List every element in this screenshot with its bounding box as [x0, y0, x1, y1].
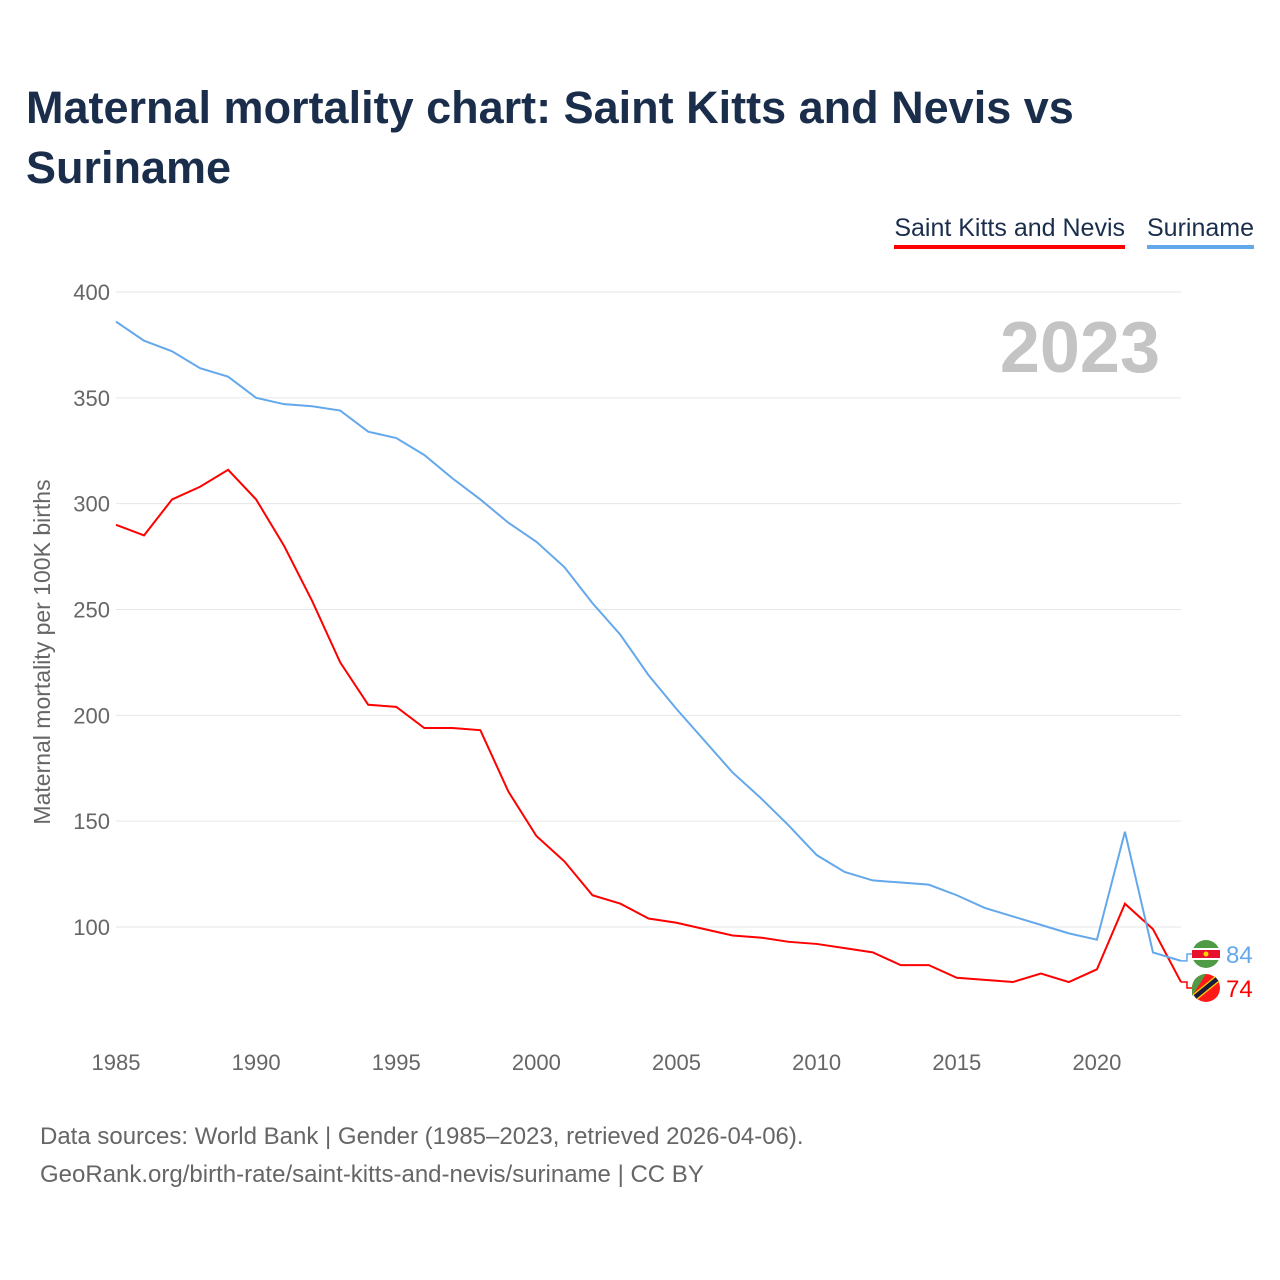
- series-line-saint-kitts-and-nevis: [115, 468, 1182, 984]
- y-tick-label: 250: [73, 598, 110, 623]
- x-tick-label: 2000: [512, 1050, 561, 1075]
- y-tick-label: 400: [73, 280, 110, 305]
- y-tick-label: 100: [73, 915, 110, 940]
- footer: Data sources: World Bank | Gender (1985–…: [40, 1118, 804, 1194]
- end-connector: [1181, 981, 1193, 989]
- y-tick-label: 150: [73, 809, 110, 834]
- x-tick-label: 2005: [652, 1050, 701, 1075]
- end-value-label: 84: [1226, 942, 1253, 969]
- series-line-suriname: [115, 320, 1182, 962]
- legend-item-suriname[interactable]: Suriname: [1147, 214, 1254, 249]
- footer-sources: Data sources: World Bank | Gender (1985–…: [40, 1123, 804, 1150]
- y-tick-label: 300: [73, 492, 110, 517]
- x-tick-label: 2010: [792, 1050, 841, 1075]
- legend-item-saint-kitts-and-nevis[interactable]: Saint Kitts and Nevis: [894, 214, 1125, 249]
- x-tick-label: 1995: [372, 1050, 421, 1075]
- x-tick-label: 1985: [92, 1050, 141, 1075]
- suriname-flag-icon: [1192, 940, 1220, 968]
- x-tick-label: 2020: [1072, 1050, 1121, 1075]
- chart-title: Maternal mortality chart: Saint Kitts an…: [26, 82, 1074, 193]
- end-value-label: 74: [1226, 976, 1253, 1003]
- saint-kitts-and-nevis-flag-icon: [1192, 974, 1220, 1002]
- y-tick-label: 200: [73, 703, 110, 728]
- x-tick-label: 1990: [232, 1050, 281, 1075]
- y-tick-label: 350: [73, 386, 110, 411]
- y-axis-label: Maternal mortality per 100K births: [29, 479, 55, 824]
- legend: Saint Kitts and Nevis Suriname: [894, 214, 1254, 249]
- x-tick-label: 2015: [932, 1050, 981, 1075]
- year-watermark: 2023: [1000, 308, 1160, 388]
- footer-link[interactable]: GeoRank.org/birth-rate/saint-kitts-and-n…: [40, 1161, 704, 1188]
- end-connector: [1181, 953, 1193, 962]
